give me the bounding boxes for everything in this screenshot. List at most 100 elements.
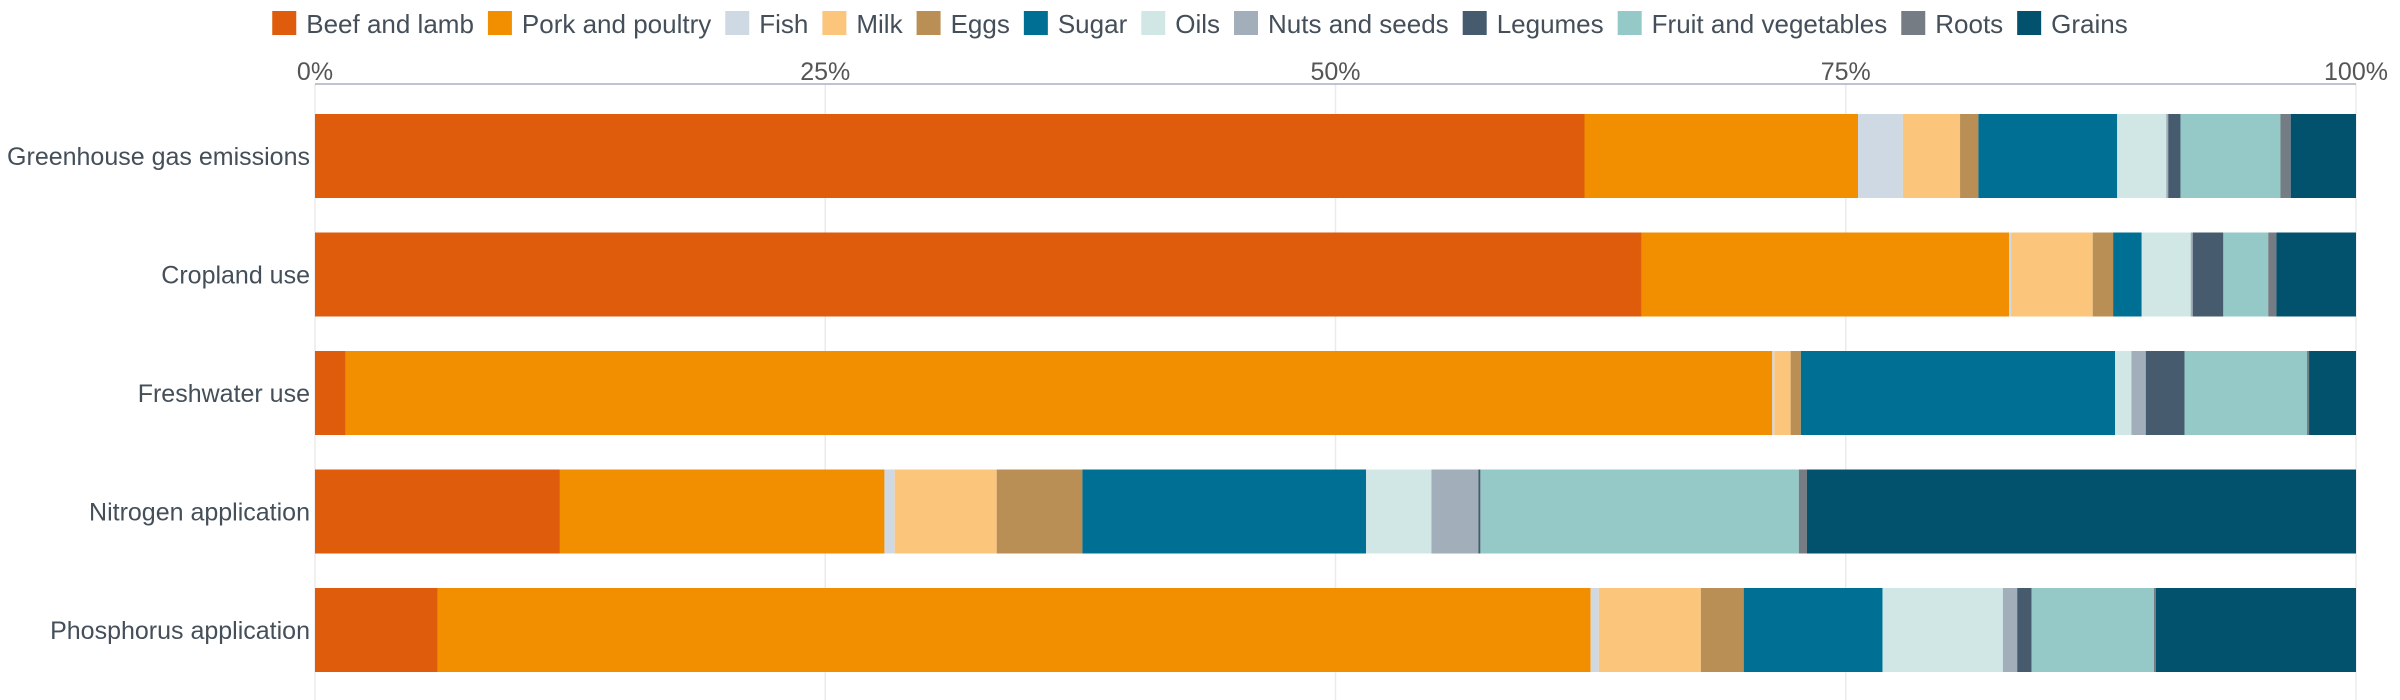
- bar-segment-milk: [2011, 232, 2093, 317]
- legend-label: Eggs: [951, 9, 1010, 39]
- legend-item-beef-and-lamb: Beef and lamb: [272, 9, 474, 39]
- legend-swatch: [1023, 11, 1048, 35]
- legend-swatch: [822, 11, 847, 35]
- bar-segment-nuts-and-seeds: [2002, 588, 2018, 672]
- bar-segment-sugar: [2113, 232, 2142, 317]
- category-label: Nitrogen application: [89, 499, 310, 527]
- bar-segment-eggs: [2092, 232, 2114, 317]
- bar-segment-roots: [2153, 588, 2156, 672]
- category-labels: Greenhouse gas emissions Cropland use Fres…: [7, 143, 310, 645]
- bar-segment-fish: [884, 469, 895, 554]
- bar-segment-grains: [2276, 232, 2356, 317]
- bar-segment-milk: [1598, 588, 1701, 672]
- legend-swatch: [725, 11, 750, 35]
- bar-segment-beef-and-lamb: [315, 232, 1642, 317]
- bar-segment-oils: [1366, 469, 1432, 554]
- legend-label: Fruit and vegetables: [1652, 9, 1888, 39]
- bar-segment-fruit-and-vegetables: [1480, 469, 1799, 554]
- bar-segment-legumes: [2168, 114, 2181, 198]
- legend-item-milk: Milk: [822, 9, 904, 39]
- category-label: Cropland use: [161, 262, 310, 290]
- bar-segment-grains: [1806, 469, 2356, 554]
- legend-label: Legumes: [1497, 9, 1604, 39]
- bar-segment-grains: [2309, 351, 2356, 435]
- bar-segment-legumes: [2017, 588, 2032, 672]
- category-label: Freshwater use: [138, 380, 310, 408]
- bar-segment-oils: [2141, 232, 2191, 317]
- legend-label: Fish: [759, 9, 808, 39]
- bar-segment-legumes: [1478, 469, 1481, 554]
- legend-item-oils: Oils: [1141, 9, 1220, 39]
- bar-segment-sugar: [1082, 469, 1367, 554]
- bar-segment-milk: [1774, 351, 1791, 435]
- x-axis: 0% 25% 50% 75% 100%: [297, 58, 2388, 86]
- bar-segment-milk: [1902, 114, 1961, 198]
- bar-segment-milk: [894, 469, 997, 554]
- bar-segment-eggs: [1960, 114, 1979, 198]
- bar-segment-fish: [1590, 588, 1599, 672]
- bar-segment-roots: [2280, 114, 2291, 198]
- legend-label: Pork and poultry: [522, 9, 711, 39]
- bar-segment-pork-and-poultry: [559, 469, 885, 554]
- x-tick-label: 50%: [1310, 58, 1360, 86]
- legend-swatch: [1141, 11, 1166, 35]
- bar-segment-pork-and-poultry: [1584, 114, 1858, 198]
- bar-segment-fruit-and-vegetables: [2184, 351, 2308, 435]
- legend: Beef and lamb Pork and poultry Fish Milk Egg…: [272, 9, 2128, 39]
- legend-label: Grains: [2051, 9, 2128, 39]
- bar-segment-beef-and-lamb: [315, 588, 438, 672]
- bar-segment-fish: [1772, 351, 1775, 435]
- bar-segment-fruit-and-vegetables: [2180, 114, 2281, 198]
- bar-segment-sugar: [1743, 588, 1883, 672]
- bar-segment-nuts-and-seeds: [2166, 114, 2169, 198]
- legend-swatch: [1901, 11, 1926, 35]
- x-tick-label: 0%: [297, 58, 333, 86]
- legend-label: Nuts and seeds: [1268, 9, 1449, 39]
- legend-swatch: [916, 11, 941, 35]
- bar-segment-oils: [1882, 588, 2003, 672]
- bar-segment-pork-and-poultry: [345, 351, 1773, 435]
- legend-swatch: [2017, 11, 2042, 35]
- legend-swatch: [1462, 11, 1487, 35]
- legend-label: Beef and lamb: [306, 9, 474, 39]
- legend-item-roots: Roots: [1901, 9, 2003, 39]
- legend-label: Sugar: [1058, 9, 1128, 39]
- legend-swatch: [487, 11, 512, 35]
- legend-swatch: [1617, 11, 1642, 35]
- bar-segment-beef-and-lamb: [315, 114, 1585, 198]
- bar-segment-roots: [2307, 351, 2310, 435]
- legend-label: Roots: [1935, 9, 2003, 39]
- bar-segment-fruit-and-vegetables: [2223, 232, 2269, 317]
- bar-segment-pork-and-poultry: [437, 588, 1591, 672]
- bar-segment-roots: [1798, 469, 1807, 554]
- legend-item-nuts-and-seeds: Nuts and seeds: [1234, 9, 1449, 39]
- bar-segment-roots: [2268, 232, 2277, 317]
- bar-segment-nuts-and-seeds: [1431, 469, 1479, 554]
- legend-item-legumes: Legumes: [1462, 9, 1604, 39]
- bar-segment-sugar: [1978, 114, 2118, 198]
- bar-segment-eggs: [1700, 588, 1744, 672]
- bar-segment-eggs: [996, 469, 1083, 554]
- bars: [315, 114, 2356, 672]
- x-tick-label: 25%: [800, 58, 850, 86]
- bar-segment-sugar: [1800, 351, 2116, 435]
- x-tick-label: 100%: [2324, 58, 2388, 86]
- legend-label: Milk: [856, 9, 903, 39]
- category-label: Phosphorus application: [50, 617, 310, 645]
- bar-segment-fish: [1857, 114, 1903, 198]
- x-tick-label: 75%: [1821, 58, 1871, 86]
- legend-item-fruit-and-vegetables: Fruit and vegetables: [1617, 9, 1888, 39]
- bar-segment-legumes: [2145, 351, 2185, 435]
- legend-label: Oils: [1175, 9, 1220, 39]
- legend-swatch: [1234, 11, 1259, 35]
- bar-segment-grains: [2290, 114, 2356, 198]
- category-label: Greenhouse gas emissions: [7, 143, 310, 171]
- legend-item-sugar: Sugar: [1023, 9, 1128, 39]
- bar-segment-beef-and-lamb: [315, 469, 560, 554]
- legend-item-fish: Fish: [725, 9, 808, 39]
- bar-segment-fruit-and-vegetables: [2031, 588, 2154, 672]
- bar-segment-beef-and-lamb: [315, 351, 346, 435]
- legend-item-grains: Grains: [2017, 9, 2128, 39]
